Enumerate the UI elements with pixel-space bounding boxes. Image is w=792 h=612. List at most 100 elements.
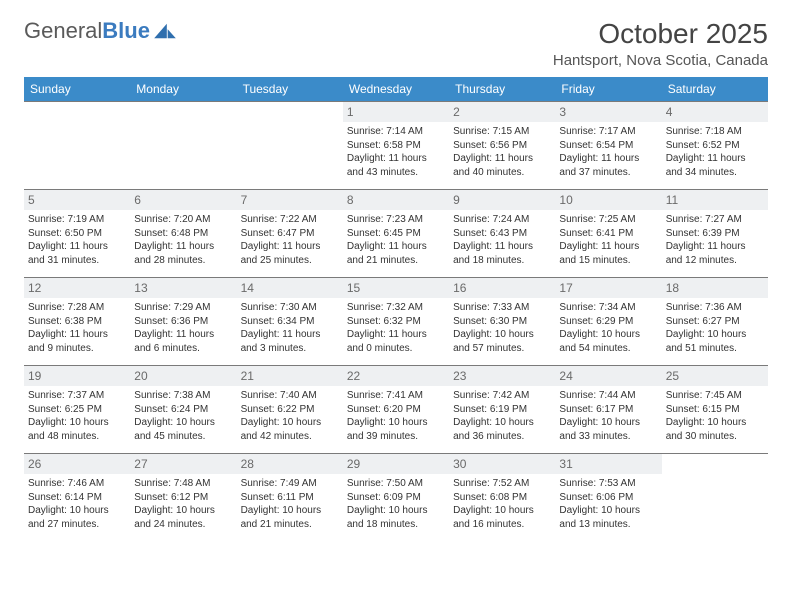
day-number: 13	[130, 278, 236, 298]
day-number: 5	[24, 190, 130, 210]
day-sunset: Sunset: 6:39 PM	[666, 227, 764, 241]
day-sunrise: Sunrise: 7:18 AM	[666, 125, 764, 139]
day-number: 8	[343, 190, 449, 210]
day-sunrise: Sunrise: 7:46 AM	[28, 477, 126, 491]
calendar-day: 28 Sunrise: 7:49 AMSunset: 6:11 PMDayligh…	[237, 454, 343, 542]
calendar-day: 20Sunrise: 7:38 AMSunset: 6:24 PMDayligh…	[130, 366, 236, 454]
day-sunrise: Sunrise: 7:41 AM	[347, 389, 445, 403]
day-daylight: Daylight: 10 hours and 48 minutes.	[28, 416, 126, 443]
day-daylight: Daylight: 11 hours and 18 minutes.	[453, 240, 551, 267]
calendar-day: 25Sunrise: 7:45 AMSunset: 6:15 PMDayligh…	[662, 366, 768, 454]
logo-text-b: Blue	[102, 18, 150, 43]
day-number: 1	[343, 102, 449, 122]
day-sunset: Sunset: 6:27 PM	[666, 315, 764, 329]
day-sunset: Sunset: 6:25 PM	[28, 403, 126, 417]
calendar-day: 14Sunrise: 7:30 AMSunset: 6:34 PMDayligh…	[237, 278, 343, 366]
day-daylight: Daylight: 11 hours and 15 minutes.	[559, 240, 657, 267]
day-sunset: Sunset: 6:15 PM	[666, 403, 764, 417]
day-sunset: Sunset: 6:56 PM	[453, 139, 551, 153]
day-sunrise: Sunrise: 7:37 AM	[28, 389, 126, 403]
calendar-day: 4 Sunrise: 7:18 AMSunset: 6:52 PMDaylight…	[662, 102, 768, 190]
calendar-day: 1Sunrise: 7:14 AMSunset: 6:58 PMDaylight…	[343, 102, 449, 190]
day-sunrise: Sunrise: 7:34 AM	[559, 301, 657, 315]
day-daylight: Daylight: 11 hours and 0 minutes.	[347, 328, 445, 355]
day-number: 9	[449, 190, 555, 210]
calendar-day: 10Sunrise: 7:25 AMSunset: 6:41 PMDayligh…	[555, 190, 661, 278]
day-sunset: Sunset: 6:48 PM	[134, 227, 232, 241]
day-sunrise: Sunrise: 7:48 AM	[134, 477, 232, 491]
day-daylight: Daylight: 10 hours and 27 minutes.	[28, 504, 126, 531]
calendar-day: 17Sunrise: 7:34 AMSunset: 6:29 PMDayligh…	[555, 278, 661, 366]
day-daylight: Daylight: 10 hours and 16 minutes.	[453, 504, 551, 531]
day-daylight: Daylight: 10 hours and 45 minutes.	[134, 416, 232, 443]
day-sunrise: Sunrise: 7:22 AM	[241, 213, 339, 227]
logo-sail-icon	[154, 22, 176, 40]
calendar-day: 27Sunrise: 7:48 AMSunset: 6:12 PMDayligh…	[130, 454, 236, 542]
day-daylight: Daylight: 11 hours and 34 minutes.	[666, 152, 764, 179]
calendar-day: 7Sunrise: 7:22 AMSunset: 6:47 PMDaylight…	[237, 190, 343, 278]
day-sunset: Sunset: 6:19 PM	[453, 403, 551, 417]
calendar-day: 13Sunrise: 7:29 AMSunset: 6:36 PMDayligh…	[130, 278, 236, 366]
calendar-day: 22Sunrise: 7:41 AMSunset: 6:20 PMDayligh…	[343, 366, 449, 454]
day-daylight: Daylight: 11 hours and 40 minutes.	[453, 152, 551, 179]
location: Hantsport, Nova Scotia, Canada	[553, 52, 768, 69]
day-sunrise: Sunrise: 7:29 AM	[134, 301, 232, 315]
day-number: 19	[24, 366, 130, 386]
day-sunset: Sunset: 6:22 PM	[241, 403, 339, 417]
day-number: 23	[449, 366, 555, 386]
day-sunrise: Sunrise: 7:27 AM	[666, 213, 764, 227]
calendar-day: 30Sunrise: 7:52 AMSunset: 6:08 PMDayligh…	[449, 454, 555, 542]
calendar-week: 19Sunrise: 7:37 AMSunset: 6:25 PMDayligh…	[24, 366, 768, 454]
day-daylight: Daylight: 10 hours and 36 minutes.	[453, 416, 551, 443]
day-daylight: Daylight: 10 hours and 51 minutes.	[666, 328, 764, 355]
day-sunset: Sunset: 6:38 PM	[28, 315, 126, 329]
calendar-day: .	[662, 454, 768, 542]
day-sunrise: Sunrise: 7:33 AM	[453, 301, 551, 315]
day-sunset: Sunset: 6:11 PM	[241, 491, 339, 505]
calendar-day: 18Sunrise: 7:36 AMSunset: 6:27 PMDayligh…	[662, 278, 768, 366]
day-sunset: Sunset: 6:43 PM	[453, 227, 551, 241]
day-number: 30	[449, 454, 555, 474]
day-sunrise: Sunrise: 7:44 AM	[559, 389, 657, 403]
logo-text-a: General	[24, 18, 102, 43]
day-sunrise: Sunrise: 7:15 AM	[453, 125, 551, 139]
day-number: 16	[449, 278, 555, 298]
day-sunset: Sunset: 6:20 PM	[347, 403, 445, 417]
title-block: October 2025 Hantsport, Nova Scotia, Can…	[553, 18, 768, 69]
calendar-day: 31Sunrise: 7:53 AMSunset: 6:06 PMDayligh…	[555, 454, 661, 542]
day-daylight: Daylight: 10 hours and 57 minutes.	[453, 328, 551, 355]
day-sunrise: Sunrise: 7:30 AM	[241, 301, 339, 315]
day-daylight: Daylight: 11 hours and 28 minutes.	[134, 240, 232, 267]
day-number: 10	[555, 190, 661, 210]
day-sunrise: Sunrise: 7:23 AM	[347, 213, 445, 227]
calendar-day: .	[237, 102, 343, 190]
weekday-header: Friday	[555, 77, 661, 102]
calendar-day: 15Sunrise: 7:32 AMSunset: 6:32 PMDayligh…	[343, 278, 449, 366]
calendar-day: 5Sunrise: 7:19 AMSunset: 6:50 PMDaylight…	[24, 190, 130, 278]
calendar-day: 9Sunrise: 7:24 AMSunset: 6:43 PMDaylight…	[449, 190, 555, 278]
day-number: 7	[237, 190, 343, 210]
day-number: 28	[237, 454, 343, 474]
day-daylight: Daylight: 10 hours and 54 minutes.	[559, 328, 657, 355]
day-sunset: Sunset: 6:24 PM	[134, 403, 232, 417]
day-daylight: Daylight: 11 hours and 6 minutes.	[134, 328, 232, 355]
day-daylight: Daylight: 10 hours and 18 minutes.	[347, 504, 445, 531]
calendar-day: 26Sunrise: 7:46 AMSunset: 6:14 PMDayligh…	[24, 454, 130, 542]
day-sunset: Sunset: 6:52 PM	[666, 139, 764, 153]
day-sunrise: Sunrise: 7:19 AM	[28, 213, 126, 227]
day-daylight: Daylight: 11 hours and 43 minutes.	[347, 152, 445, 179]
calendar-week: ...1Sunrise: 7:14 AMSunset: 6:58 PMDayli…	[24, 102, 768, 190]
day-daylight: Daylight: 11 hours and 37 minutes.	[559, 152, 657, 179]
logo: GeneralBlue	[24, 18, 176, 44]
calendar-table: Sunday Monday Tuesday Wednesday Thursday…	[24, 77, 768, 542]
day-sunrise: Sunrise: 7:42 AM	[453, 389, 551, 403]
day-sunrise: Sunrise: 7:45 AM	[666, 389, 764, 403]
weekday-header: Tuesday	[237, 77, 343, 102]
day-number: 4	[662, 102, 768, 122]
weekday-header: Monday	[130, 77, 236, 102]
calendar-day: 12Sunrise: 7:28 AMSunset: 6:38 PMDayligh…	[24, 278, 130, 366]
day-sunrise: Sunrise: 7:49 AM	[241, 477, 339, 491]
day-daylight: Daylight: 10 hours and 21 minutes.	[241, 504, 339, 531]
day-sunset: Sunset: 6:54 PM	[559, 139, 657, 153]
weekday-header: Wednesday	[343, 77, 449, 102]
